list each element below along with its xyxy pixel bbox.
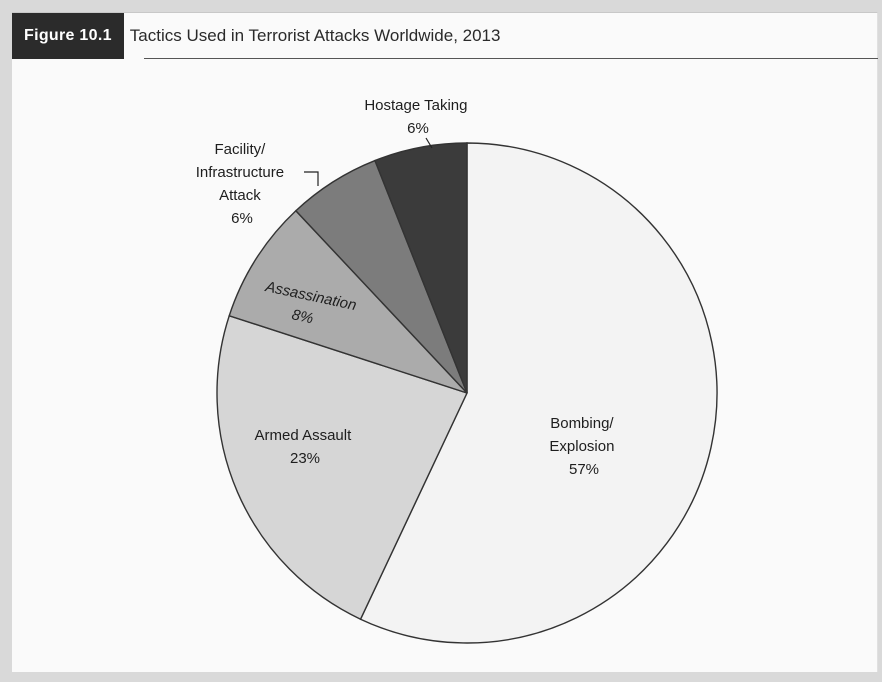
slice-value-armed-assault: 23% xyxy=(290,450,320,467)
slice-label-facility-line3: Attack xyxy=(219,187,261,204)
facility-leader-line xyxy=(304,171,319,186)
slice-label-hostage: Hostage Taking 6% xyxy=(364,97,471,137)
slice-label-armed-assault-line1: Armed Assault xyxy=(255,427,353,444)
slice-label-facility-line2: Infrastructure xyxy=(196,164,284,181)
slice-label-facility: Facility/ Infrastructure Attack 6% xyxy=(196,141,289,227)
figure-number-badge: Figure 10.1 xyxy=(12,13,124,59)
slice-label-bombing-line2: Explosion xyxy=(549,438,614,455)
slice-value-assassination: 8% xyxy=(290,306,315,327)
pie-slice-bombing xyxy=(359,142,718,644)
figure-header: Figure 10.1 Tactics Used in Terrorist At… xyxy=(12,13,500,59)
slice-label-hostage-line1: Hostage Taking xyxy=(364,97,467,114)
pie-slice-hostage xyxy=(374,142,468,394)
slice-value-bombing: 57% xyxy=(569,461,599,478)
hostage-leader-line xyxy=(425,137,433,149)
pie-slice-armed-assault xyxy=(216,314,468,621)
pie-slice-assassination xyxy=(228,209,468,394)
slice-label-facility-line1: Facility/ xyxy=(214,141,266,158)
slice-label-bombing-line1: Bombing/ xyxy=(550,415,614,432)
slice-value-facility: 6% xyxy=(231,210,253,227)
slice-label-bombing: Bombing/ Explosion 57% xyxy=(549,415,618,478)
header-rule xyxy=(144,58,878,59)
slice-value-hostage: 6% xyxy=(407,120,429,137)
figure-title: Tactics Used in Terrorist Attacks Worldw… xyxy=(129,26,501,45)
pie-slices xyxy=(216,142,718,644)
slice-label-armed-assault: Armed Assault 23% xyxy=(255,427,356,467)
